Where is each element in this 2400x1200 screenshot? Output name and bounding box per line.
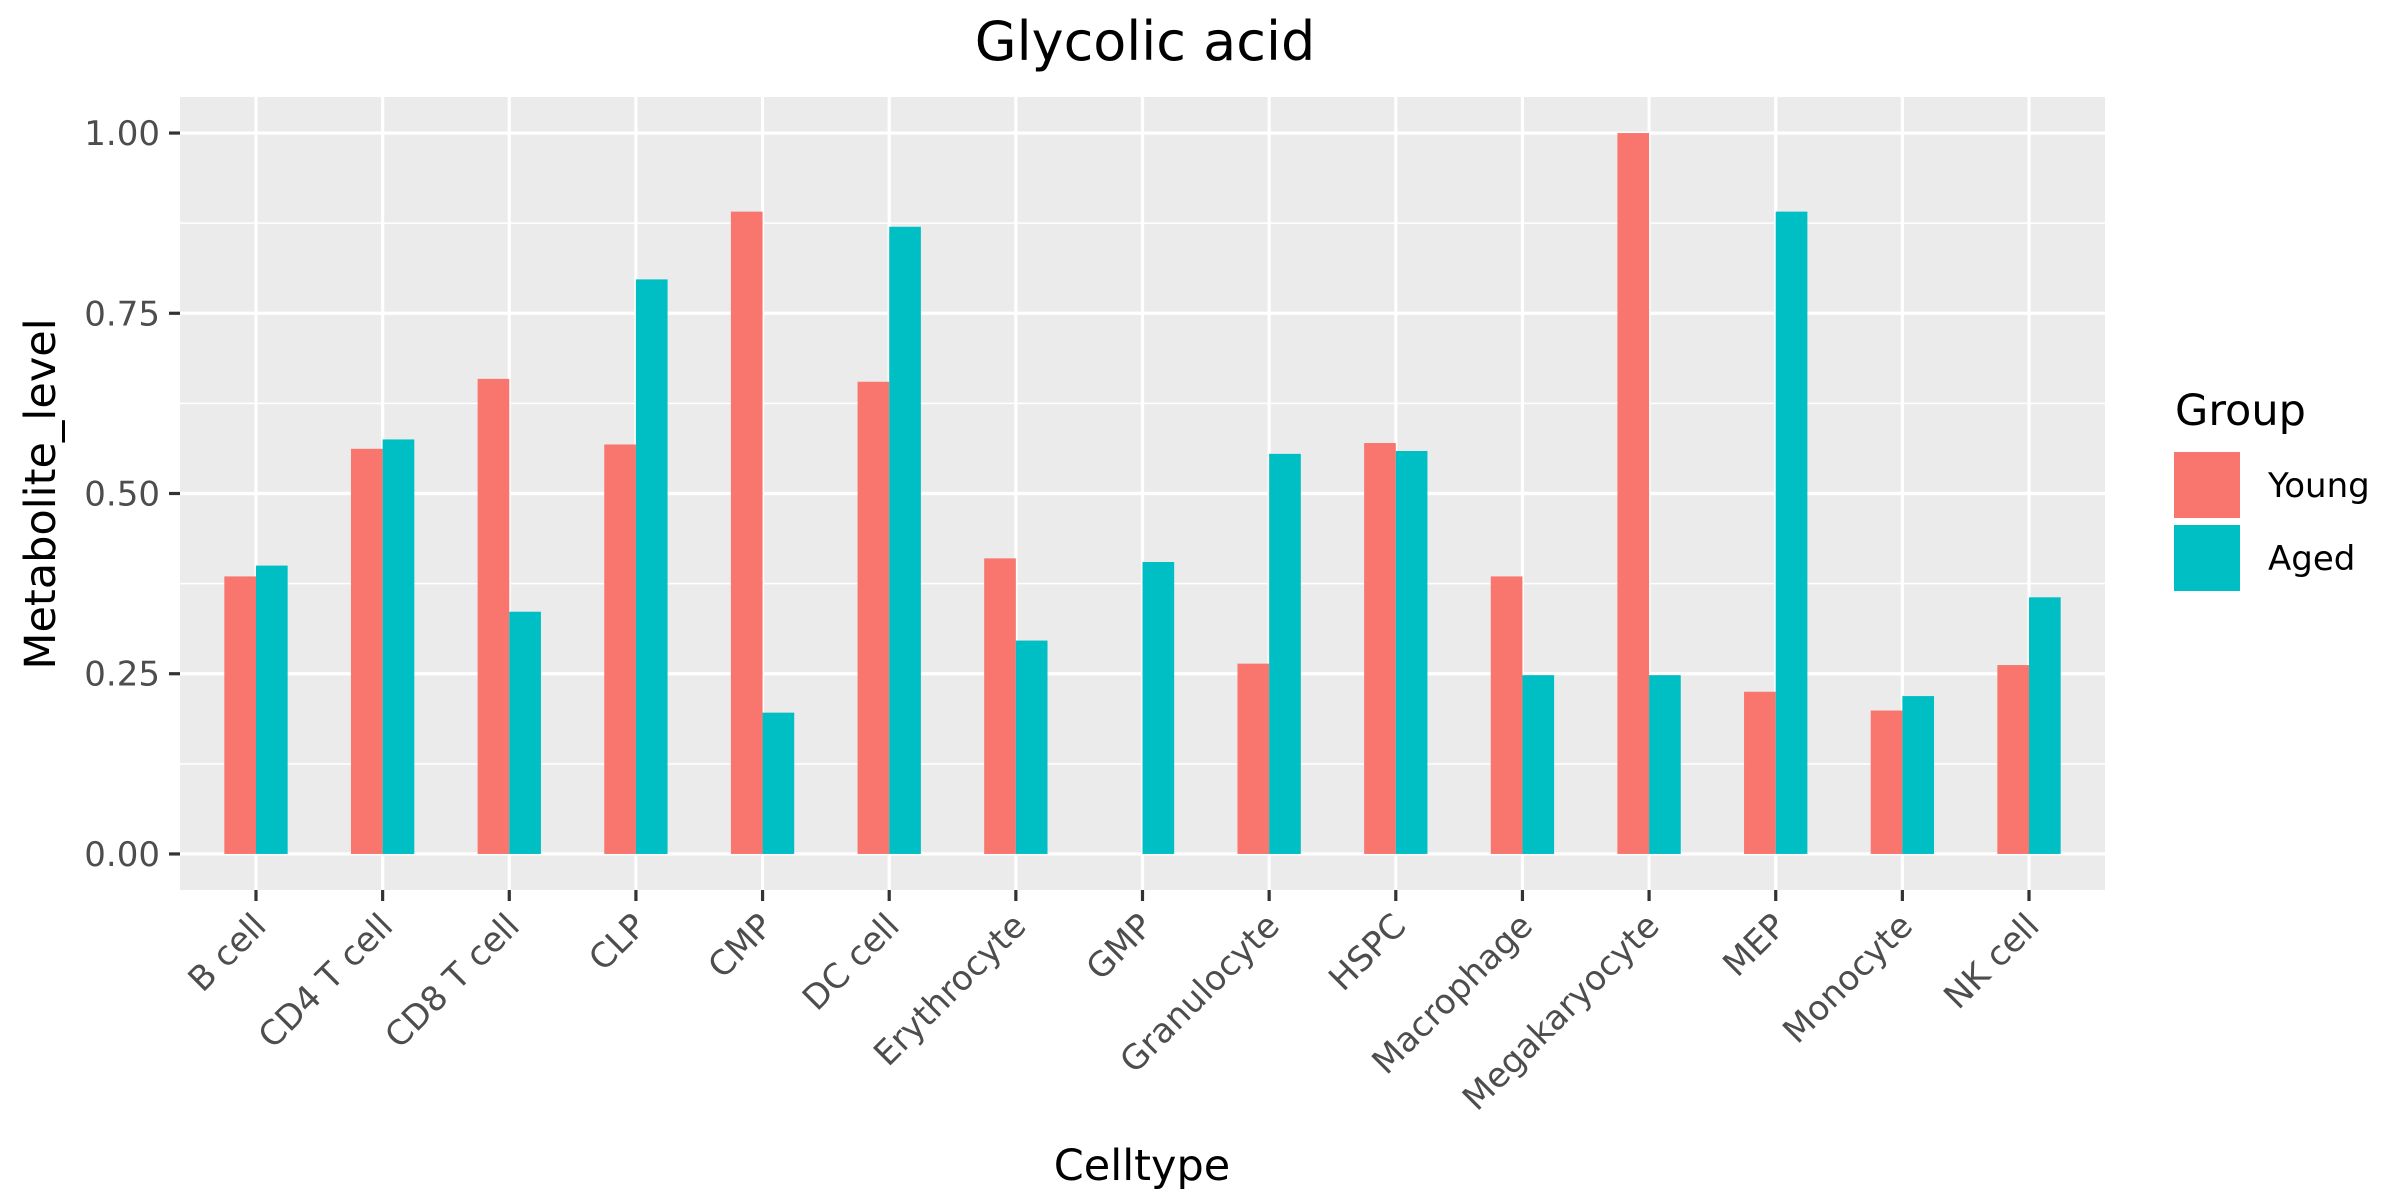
bar-aged-macrophage — [1522, 675, 1555, 854]
bar-aged-cd8-t-cell — [509, 611, 541, 854]
bar-aged-dc-cell — [889, 226, 921, 854]
bar-aged-hspc — [1395, 450, 1428, 854]
bar-young-b-cell — [224, 576, 256, 854]
x-tick-label: Monocyte — [1775, 906, 1920, 1051]
y-tick-label: 0.25 — [84, 655, 160, 695]
y-axis-title: Metabolite_level — [16, 318, 66, 669]
x-tick-label: CD8 T cell — [377, 906, 527, 1056]
legend: Group Young Aged — [2174, 386, 2370, 591]
bar-young-cd4-t-cell — [350, 448, 383, 854]
bar-young-mep — [1744, 691, 1776, 854]
bar-young-dc-cell — [857, 381, 890, 854]
bar-young-nk-cell — [1997, 665, 2030, 854]
x-tick-label: GMP — [1079, 906, 1161, 988]
bar-aged-clp — [635, 279, 668, 854]
legend-label-young: Young — [2267, 466, 2370, 506]
legend-label-aged: Aged — [2268, 539, 2355, 579]
bar-aged-nk-cell — [2029, 597, 2061, 854]
bars — [224, 133, 2061, 854]
bar-young-cd8-t-cell — [477, 378, 510, 854]
bar-aged-cmp — [762, 712, 795, 854]
bar-young-erythrocyte — [984, 558, 1016, 854]
bar-aged-granulocyte — [1269, 453, 1301, 854]
bar-young-cmp — [730, 211, 763, 854]
bar-aged-b-cell — [255, 565, 288, 854]
bar-young-hspc — [1364, 443, 1396, 854]
legend-key-young — [2174, 452, 2240, 518]
bar-aged-megakaryocyte — [1649, 675, 1681, 854]
legend-title: Group — [2175, 386, 2306, 436]
bar-young-macrophage — [1490, 576, 1523, 854]
bar-aged-mep — [1775, 211, 1808, 854]
y-tick-label: 0.50 — [84, 475, 160, 515]
bar-young-monocyte — [1870, 710, 1903, 854]
y-axis: 0.00 0.25 0.50 0.75 1.00 — [84, 114, 180, 875]
bar-aged-erythrocyte — [1015, 640, 1048, 854]
x-axis-title: Celltype — [1054, 1141, 1230, 1191]
x-tick-label: MEP — [1715, 906, 1794, 985]
legend-key-aged — [2174, 525, 2240, 591]
chart-title: Glycolic acid — [975, 10, 1315, 73]
y-tick-label: 0.75 — [84, 294, 160, 334]
bar-aged-gmp — [1142, 561, 1175, 854]
x-tick-label: CLP — [581, 906, 654, 979]
x-tick-label: CD4 T cell — [251, 906, 401, 1056]
bar-young-granulocyte — [1237, 663, 1270, 854]
bar-young-clp — [604, 444, 636, 854]
x-tick-label: HSPC — [1321, 906, 1414, 999]
bar-young-megakaryocyte — [1617, 133, 1650, 854]
x-tick-label: B cell — [181, 906, 275, 1000]
y-tick-label: 1.00 — [84, 114, 160, 154]
x-tick-label: DC cell — [795, 906, 908, 1019]
bar-aged-monocyte — [1902, 696, 1935, 854]
x-tick-label: CMP — [701, 906, 781, 986]
x-tick-label: NK cell — [1936, 906, 2047, 1017]
bar-aged-cd4-t-cell — [382, 439, 415, 854]
y-tick-label: 0.00 — [84, 835, 160, 875]
